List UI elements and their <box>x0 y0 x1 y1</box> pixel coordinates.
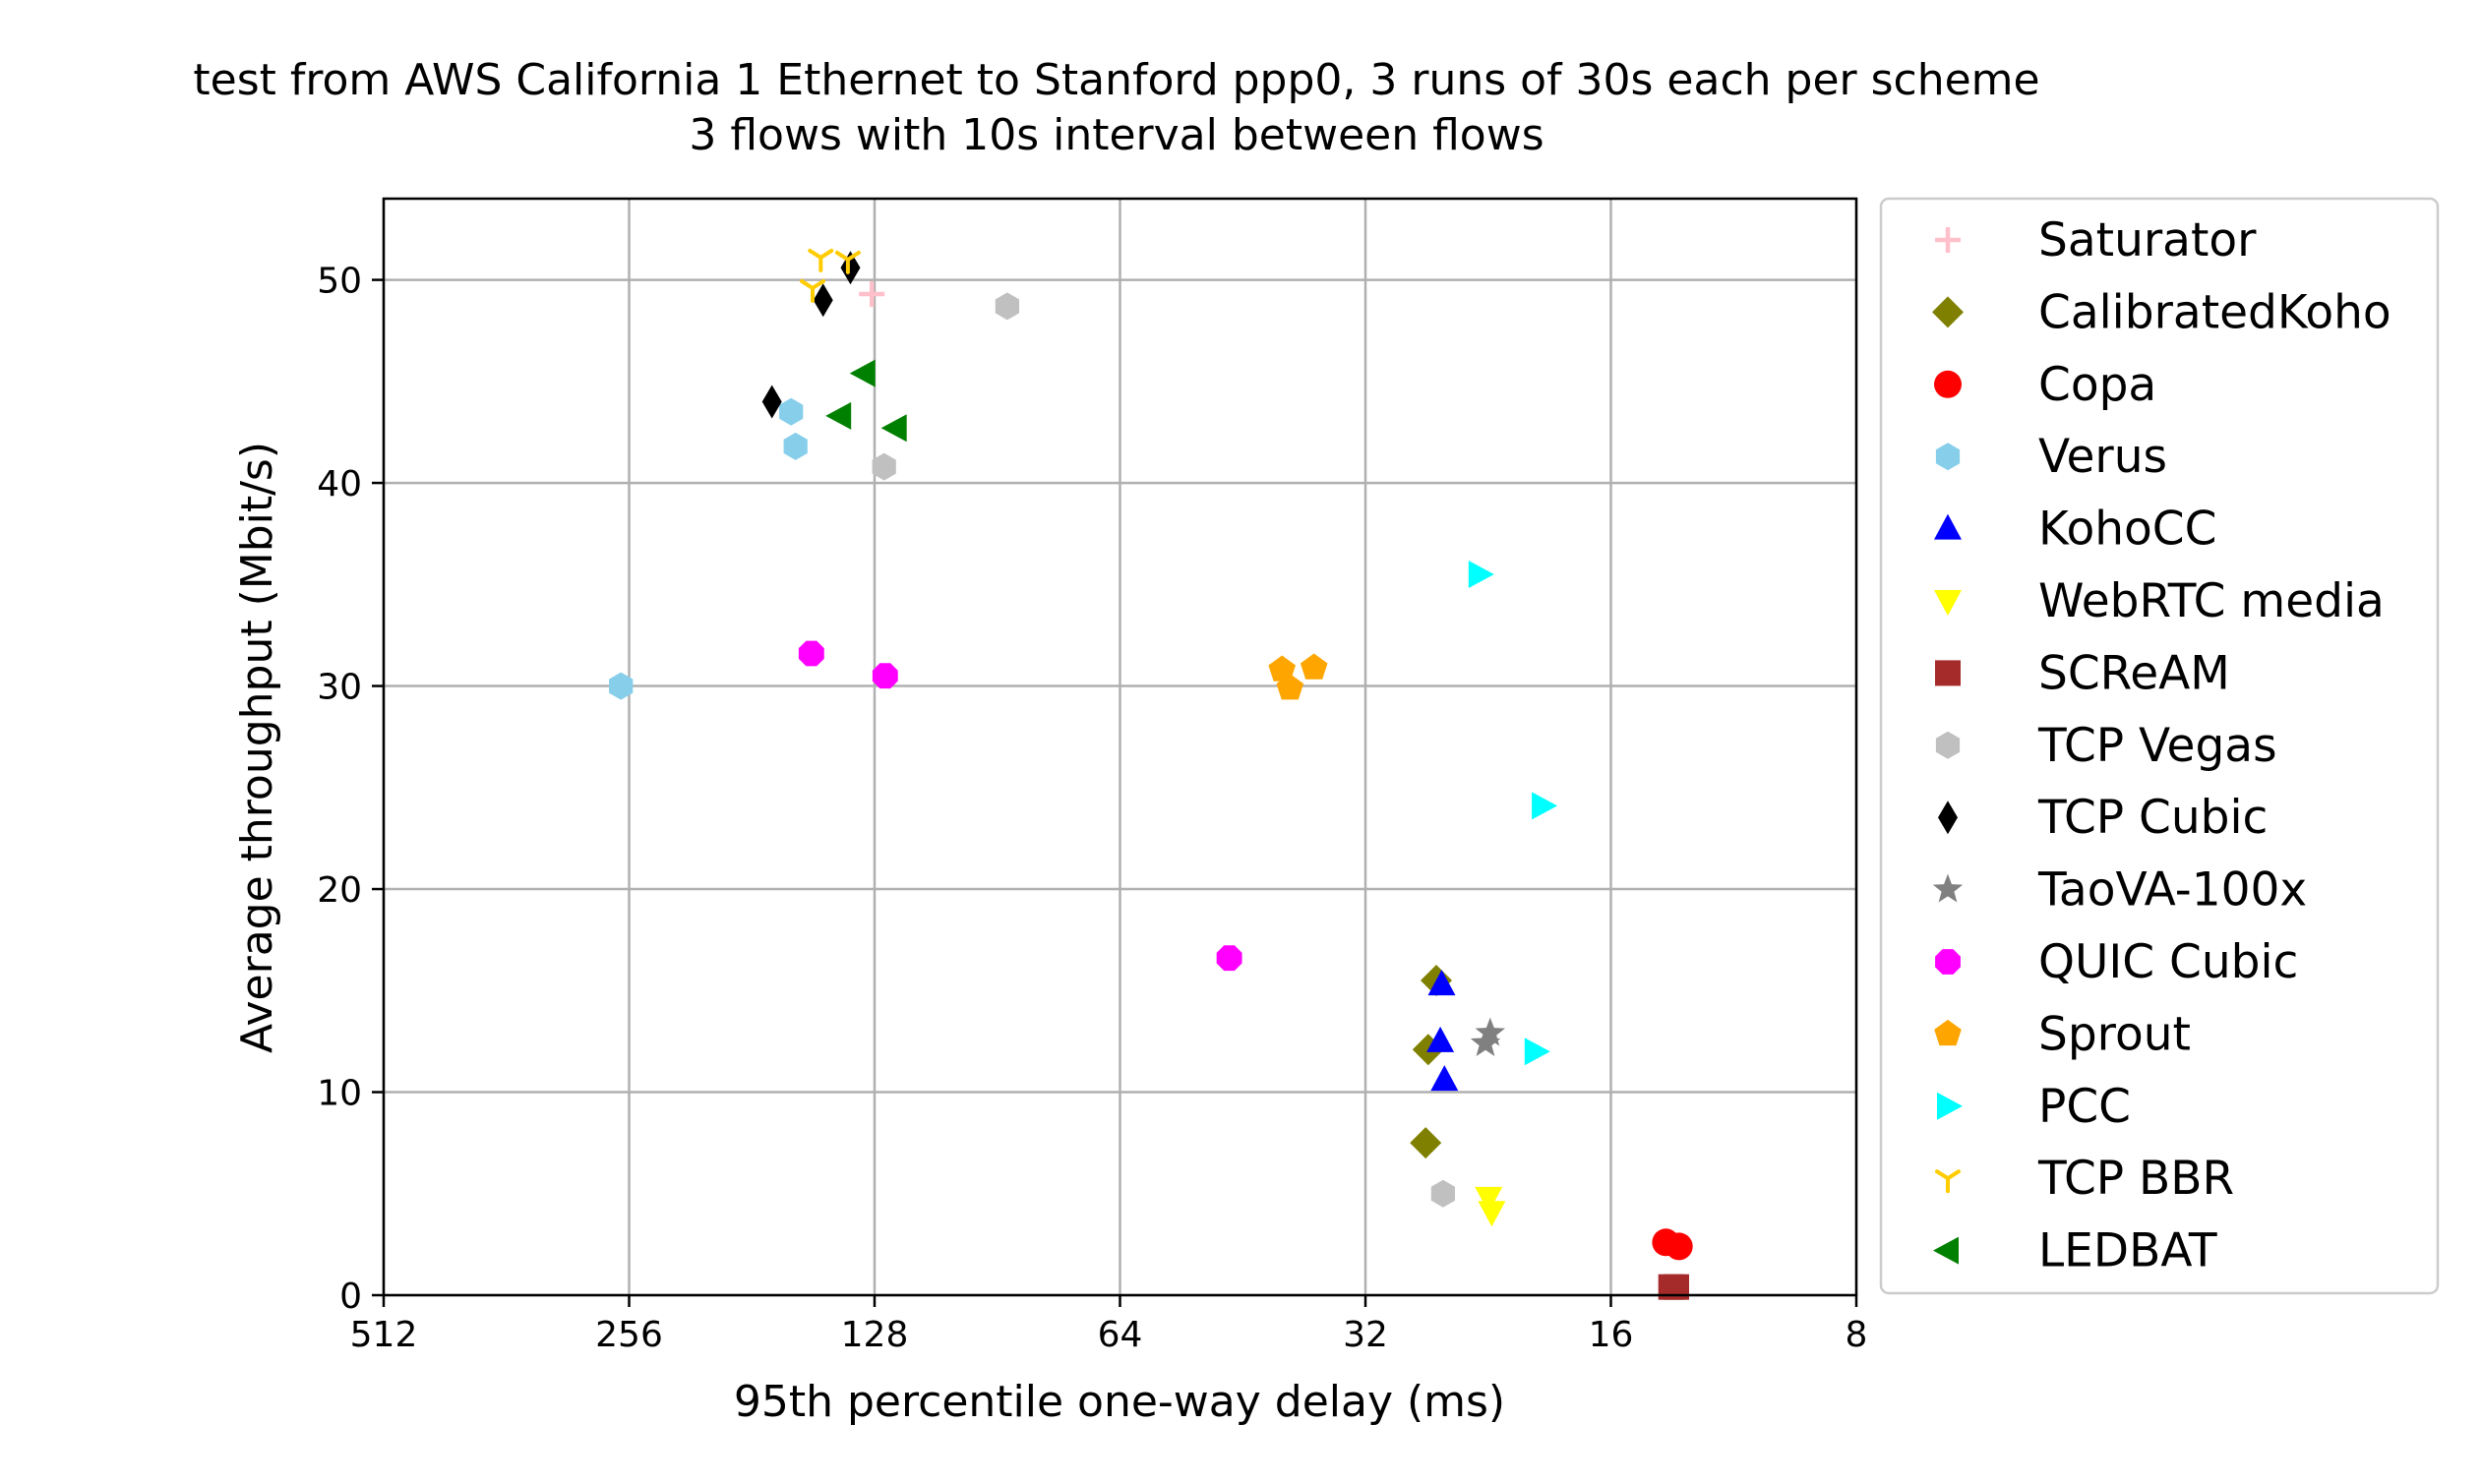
y-axis-label: Average throughput (Mbit/s) <box>232 442 282 1053</box>
y-tick-label-20: 20 <box>317 870 362 911</box>
x-tick-label-16: 16 <box>1589 1315 1634 1355</box>
point-sprout-2 <box>1300 653 1328 680</box>
data-points <box>609 248 1693 1300</box>
legend-label-tcp-cubic: TCP Cubic <box>2037 791 2268 845</box>
point-verus-1 <box>783 432 808 460</box>
axis-ticks: 512 256 128 64 32 16 8 0 10 20 30 40 50 <box>317 262 1867 1355</box>
legend-label-verus: Verus <box>2038 430 2167 484</box>
legend-label-ledbat: LEDBAT <box>2038 1224 2217 1278</box>
point-pcc-2 <box>1524 1038 1550 1066</box>
legend-label-kohocc: KohoCC <box>2038 503 2216 557</box>
legend-marker-quic-cubic <box>1935 949 1961 975</box>
x-tick-label-128: 128 <box>841 1315 909 1355</box>
legend-marker-ledbat <box>1933 1236 1959 1265</box>
legend-label-tcp-vegas: TCP Vegas <box>2037 719 2277 773</box>
legend-label-taova-100x: TaoVA-100x <box>2037 863 2307 918</box>
point-sprout-1 <box>1276 674 1304 700</box>
point-tcp-cubic-2 <box>761 385 782 419</box>
point-calibratedkoho-2 <box>1410 1127 1442 1159</box>
legend-label-pcc: PCC <box>2038 1080 2131 1134</box>
chart-title-line-1: test from AWS California 1 Ethernet to S… <box>193 55 2039 105</box>
legend-label-saturator: Saturator <box>2038 213 2257 267</box>
x-tick-label-512: 512 <box>350 1315 418 1355</box>
grid <box>382 199 1858 1297</box>
point-kohocc-1 <box>1426 1026 1455 1052</box>
point-quic-cubic-0 <box>798 640 824 667</box>
legend-label-copa: Copa <box>2038 358 2156 412</box>
legend-label-calibratedkoho: CalibratedKoho <box>2038 285 2391 339</box>
y-tick-label-10: 10 <box>317 1074 362 1114</box>
legend-marker-copa <box>1934 370 1962 398</box>
point-tcp-bbr-1 <box>808 248 834 272</box>
legend-box <box>1879 197 2440 1295</box>
legend-label-quic-cubic: QUIC Cubic <box>2038 935 2298 989</box>
point-verus-0 <box>779 397 804 426</box>
y-tick-label-30: 30 <box>317 668 362 708</box>
point-tcp-cubic-1 <box>813 283 833 318</box>
legend-marker-tcp-cubic <box>1938 801 1958 835</box>
x-tick-label-64: 64 <box>1098 1315 1143 1355</box>
legend-marker-webrtc-media <box>1934 590 1962 616</box>
legend: Saturator CalibratedKoho Copa Verus KohoCC We… <box>1932 213 2391 1278</box>
point-webrtc-media-0 <box>1475 1186 1503 1213</box>
chart-title-line-2: 3 flows with 10s interval between flows <box>689 110 1544 160</box>
point-saturator-0 <box>859 281 885 307</box>
legend-marker-kohocc <box>1934 513 1962 540</box>
point-ledbat-2 <box>880 414 907 443</box>
point-quic-cubic-2 <box>1216 945 1242 972</box>
point-taova-100x-1 <box>1470 1028 1501 1056</box>
point-pcc-0 <box>1468 561 1494 588</box>
legend-label-sprout: Sprout <box>2038 1007 2191 1061</box>
point-tcp-bbr-0 <box>834 250 861 274</box>
legend-marker-calibratedkoho <box>1932 296 1964 328</box>
point-tcp-vegas-2 <box>1430 1179 1456 1208</box>
legend-marker-pcc <box>1937 1092 1963 1120</box>
legend-marker-tcp-vegas <box>1935 731 1961 759</box>
y-tick-label-50: 50 <box>317 262 362 302</box>
point-tcp-vegas-1 <box>872 452 896 481</box>
point-ledbat-1 <box>825 401 852 430</box>
y-tick-label-0: 0 <box>339 1276 362 1317</box>
point-kohocc-2 <box>1430 1065 1459 1092</box>
point-pcc-1 <box>1532 792 1558 820</box>
legend-marker-sprout <box>1934 1019 1962 1046</box>
point-kohocc-0 <box>1427 970 1456 996</box>
point-tcp-vegas-0 <box>995 292 1020 321</box>
x-tick-label-256: 256 <box>595 1315 663 1355</box>
point-copa-1 <box>1665 1232 1693 1261</box>
y-tick-label-40: 40 <box>317 464 362 505</box>
legend-label-tcp-bbr: TCP BBR <box>2037 1152 2234 1206</box>
point-taova-100x-0 <box>1475 1017 1506 1046</box>
point-verus-2 <box>609 672 634 700</box>
point-quic-cubic-1 <box>872 663 898 689</box>
x-axis-label: 95th percentile one-way delay (ms) <box>734 1377 1505 1427</box>
plot-frame <box>382 197 1858 1297</box>
legend-label-webrtc-media: WebRTC media <box>2038 574 2385 628</box>
point-tcp-bbr-2 <box>800 278 825 303</box>
x-tick-label-32: 32 <box>1343 1315 1388 1355</box>
point-ledbat-0 <box>849 359 876 387</box>
legend-marker-verus <box>1935 443 1961 471</box>
legend-marker-tcp-bbr <box>1935 1169 1961 1194</box>
legend-label-scream: SCReAM <box>2038 646 2230 700</box>
x-tick-label-8: 8 <box>1846 1315 1868 1355</box>
legend-marker-scream <box>1935 660 1961 686</box>
point-webrtc-media-1 <box>1478 1201 1506 1227</box>
legend-marker-saturator <box>1935 227 1961 253</box>
legend-marker-taova-100x <box>1932 873 1964 903</box>
